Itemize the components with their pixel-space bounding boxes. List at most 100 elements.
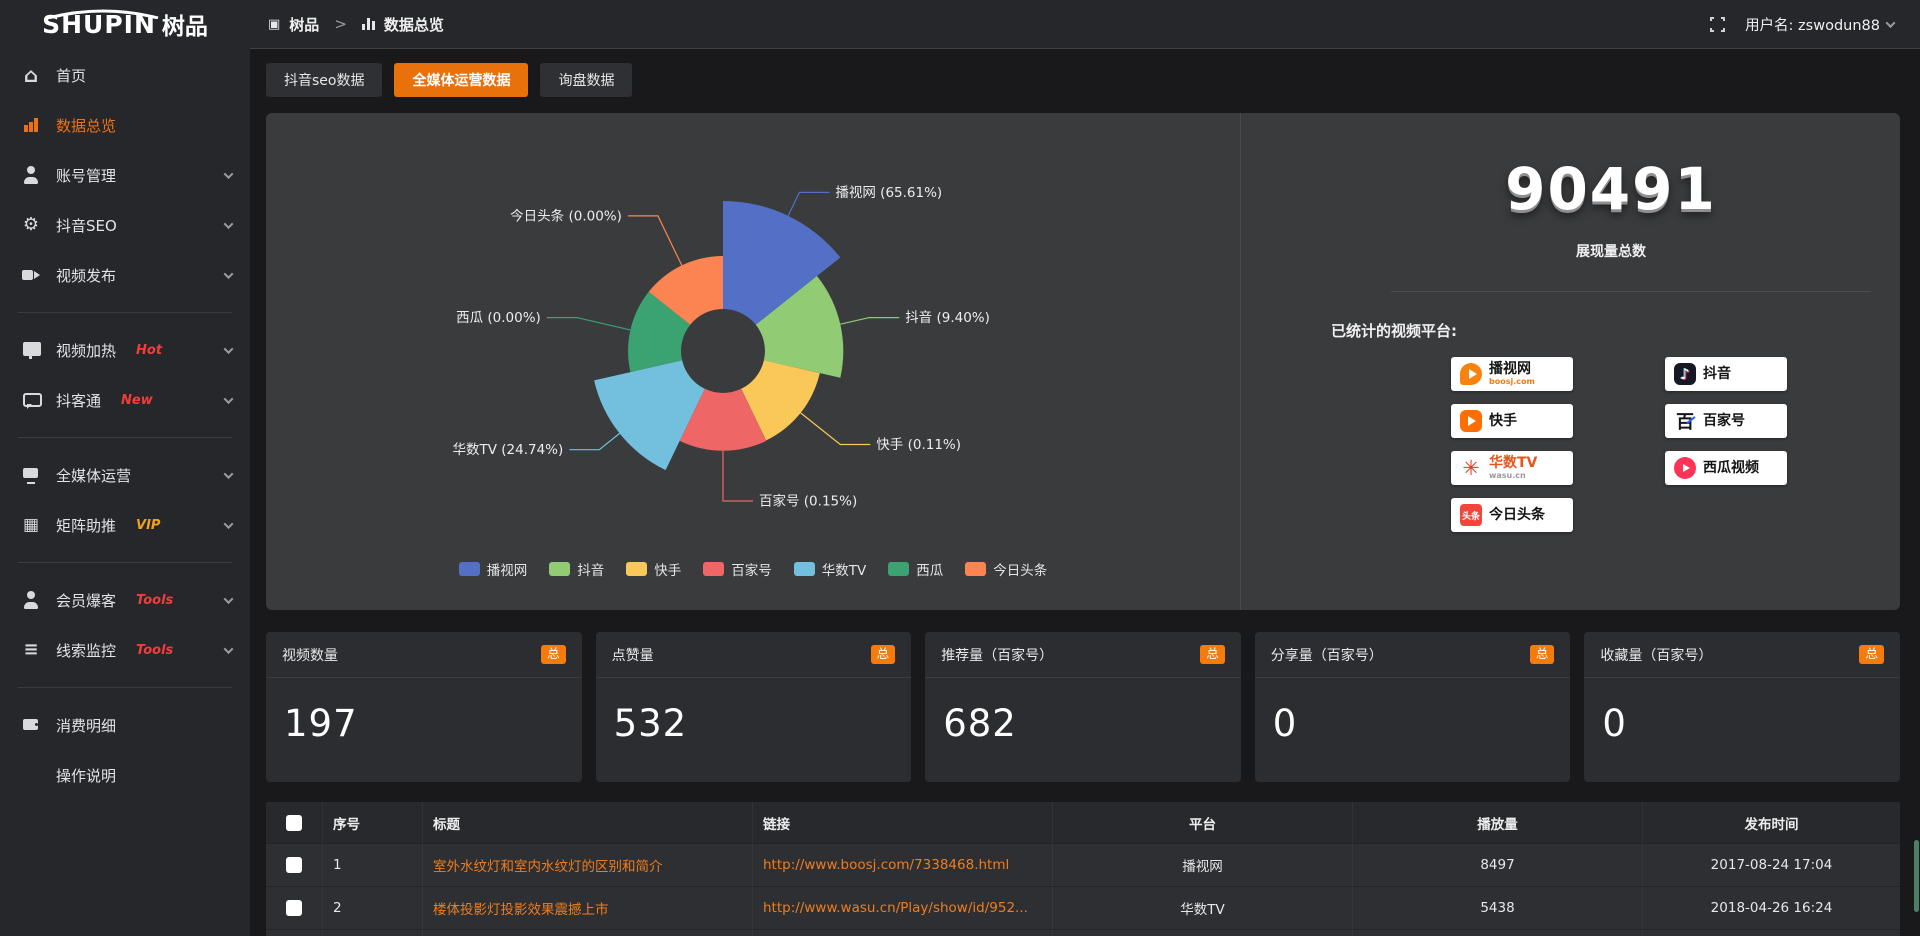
fullscreen-icon[interactable]: [1709, 15, 1727, 33]
cell-plays: 5438: [1352, 887, 1642, 929]
total-badge: 总: [870, 645, 896, 664]
tab-全媒体运营数据[interactable]: 全媒体运营数据: [394, 63, 529, 97]
cell-plays: 8497: [1352, 844, 1642, 886]
user-menu[interactable]: 用户名: zswodun88: [1745, 14, 1896, 35]
sidebar-item-线索监控[interactable]: 线索监控 Tools: [0, 625, 250, 675]
column-header-序号: 序号: [322, 802, 422, 843]
overview-panel: 播视网 (65.61%) 抖音 (9.40%) 快手 (0.11%) 百家号 (0.1…: [266, 113, 1900, 610]
breadcrumb: ▣ 树品 > 数据总览: [250, 14, 444, 35]
chevron-down-icon: [1885, 17, 1896, 28]
stat-card-点赞量: 点赞量 总 532: [595, 632, 912, 782]
pie-slice-快手[interactable]: [741, 360, 820, 441]
legend-item-西瓜[interactable]: 西瓜: [888, 559, 943, 579]
total-impressions-value: 90491: [1505, 155, 1717, 223]
pie-slice-华数TV[interactable]: [594, 360, 705, 471]
pie-label: 播视网 (65.61%): [835, 185, 942, 201]
column-header-发布时间: 发布时间: [1642, 802, 1900, 843]
legend-item-快手[interactable]: 快手: [626, 559, 681, 579]
legend-item-播视网[interactable]: 播视网: [458, 559, 527, 579]
scrollbar-thumb[interactable]: [1914, 840, 1919, 912]
legend-label: 今日头条: [993, 563, 1048, 579]
cell-no: 2: [322, 887, 422, 929]
summary-section: 90491 展现量总数 已统计的视频平台: 播视网 boosj.com 快手 华…: [1240, 113, 1900, 610]
sidebar-item-label: 账号管理: [56, 166, 117, 185]
breadcrumb-current[interactable]: 数据总览: [383, 15, 444, 34]
platform-name: 抖音: [1703, 365, 1731, 382]
sidebar-item-视频加热[interactable]: 视频加热 Hot: [0, 325, 250, 375]
row-checkbox[interactable]: [286, 857, 302, 873]
bar-chart-icon: [361, 18, 375, 30]
pie-slice-百家号[interactable]: [679, 388, 767, 451]
cell-empty: [1642, 930, 1900, 936]
cell-link: http://www.boosj.com/7338468.html: [752, 844, 1052, 886]
sidebar-item-全媒体运营[interactable]: 全媒体运营: [0, 450, 250, 500]
cell-empty: [322, 930, 422, 936]
legend-label: 百家号: [731, 563, 772, 579]
sidebar-item-label: 全媒体运营: [56, 466, 132, 485]
sidebar-item-label: 消费明细: [56, 716, 117, 735]
breadcrumb-root[interactable]: 树品: [289, 15, 320, 34]
sidebar-item-抖客通[interactable]: 抖客通 New: [0, 375, 250, 425]
monitor-icon: [20, 466, 42, 484]
pie-slice-抖音[interactable]: [755, 276, 844, 378]
legend-item-百家号[interactable]: 百家号: [703, 559, 772, 579]
logo-arc: [47, 9, 159, 19]
chart-icon: [20, 116, 42, 134]
person-icon: [20, 591, 42, 609]
sidebar-item-操作说明[interactable]: 操作说明: [0, 750, 250, 800]
row-checkbox-cell: [266, 844, 322, 886]
home-icon: [20, 66, 42, 84]
baijiahao-logo-icon: 百: [1676, 412, 1694, 433]
tab-bar: 抖音seo数据 全媒体运营数据 询盘数据: [266, 63, 1900, 97]
video-url-link[interactable]: http://www.boosj.com/7338468.html: [763, 857, 1010, 873]
sidebar-item-数据总览[interactable]: 数据总览: [0, 100, 250, 150]
legend-item-华数TV[interactable]: 华数TV: [793, 559, 867, 579]
sidebar-item-tag: New: [121, 392, 153, 408]
sidebar-item-抖音SEO[interactable]: 抖音SEO: [0, 200, 250, 250]
sidebar-item-视频发布[interactable]: 视频发布: [0, 250, 250, 300]
pie-slice-今日头条[interactable]: [648, 256, 723, 325]
video-title-link[interactable]: 室外水纹灯和室内水纹灯的区别和简介: [433, 859, 663, 875]
stat-card-视频数量: 视频数量 总 197: [266, 632, 582, 782]
pie-label: 抖音 (9.40%): [905, 309, 990, 326]
sidebar-item-消费明细[interactable]: 消费明细: [0, 700, 250, 750]
select-all-checkbox[interactable]: [286, 814, 302, 831]
logo[interactable]: SHUPIN 树品: [0, 7, 250, 41]
sidebar-item-账号管理[interactable]: 账号管理: [0, 150, 250, 200]
pie-label-line: [569, 432, 620, 451]
main-content: 抖音seo数据 全媒体运营数据 询盘数据 播视网 (65.61%) 抖音 (9.40%…: [250, 48, 1920, 936]
video-url-link[interactable]: http://www.wasu.cn/Play/show/id/952...: [763, 900, 1028, 916]
stat-card-title: 分享量（百家号）: [1270, 647, 1383, 664]
table-row-partial: [266, 929, 1900, 936]
xigua-logo-icon: [1674, 457, 1696, 479]
column-header-播放量: 播放量: [1352, 802, 1642, 843]
pie-label: 百家号 (0.15%): [759, 493, 857, 510]
sidebar-item-首页[interactable]: 首页: [0, 50, 250, 100]
legend-swatch: [626, 562, 648, 576]
chat-icon: [20, 391, 42, 409]
stat-card-推荐量（百家号）: 推荐量（百家号） 总 682: [925, 632, 1241, 782]
chevron-down-icon: [223, 468, 234, 479]
sidebar-item-矩阵助推[interactable]: 矩阵助推 VIP: [0, 500, 250, 550]
platform-name: 快手: [1489, 412, 1517, 429]
sidebar-item-tag: Hot: [136, 342, 163, 358]
legend-label: 抖音: [577, 563, 605, 579]
tab-询盘数据[interactable]: 询盘数据: [540, 63, 633, 97]
rose-pie-chart: 播视网 (65.61%) 抖音 (9.40%) 快手 (0.11%) 百家号 (0.1…: [453, 185, 990, 510]
legend-label: 华数TV: [821, 563, 867, 579]
pie-label-line: [627, 215, 683, 266]
wasu-logo-icon: [1460, 457, 1482, 479]
tab-抖音seo数据[interactable]: 抖音seo数据: [266, 63, 383, 97]
chevron-down-icon: [223, 643, 234, 654]
pie-slice-西瓜[interactable]: [628, 291, 691, 373]
sidebar-item-会员爆客[interactable]: 会员爆客 Tools: [0, 575, 250, 625]
legend-item-抖音[interactable]: 抖音: [549, 559, 604, 579]
legend-item-今日头条[interactable]: 今日头条: [965, 559, 1047, 579]
video-title-link[interactable]: 楼体投影灯投影效果震撼上市: [433, 902, 609, 918]
platform-badges: 播视网 boosj.com 快手 华数TV wasu.cn 头条 今日头条 抖音…: [1451, 357, 1860, 532]
pie-slice-播视网[interactable]: [723, 201, 841, 325]
row-checkbox[interactable]: [286, 900, 302, 916]
stat-card-value: 0: [1272, 702, 1298, 745]
sidebar-item-label: 抖客通: [56, 391, 102, 410]
boosj-logo-icon: [1460, 363, 1482, 385]
